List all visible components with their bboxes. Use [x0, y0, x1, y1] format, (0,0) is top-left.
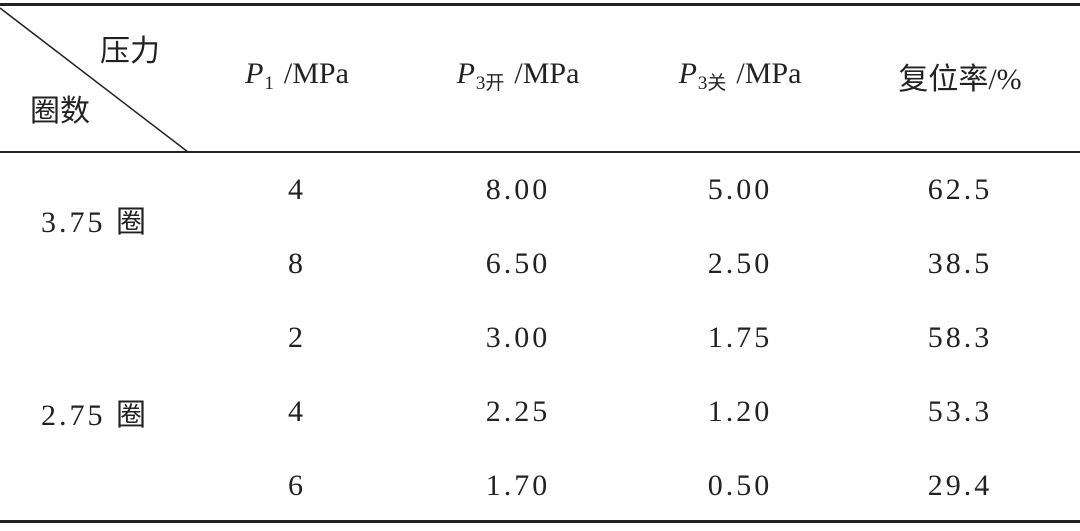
header-symbol: P: [456, 57, 475, 90]
header-rule: [0, 151, 1080, 153]
corner-top: 压力: [100, 35, 160, 68]
table-cell: 1.75: [707, 321, 773, 354]
column-header: P3开/MPa: [457, 57, 580, 95]
table-cell: 53.3: [927, 395, 993, 428]
top-rule: [0, 3, 1080, 6]
table-cell: 58.3: [927, 321, 993, 354]
table-cell: 6: [288, 469, 306, 502]
column-header: P3关/MPa: [679, 57, 802, 95]
header-subscript: 3关: [697, 73, 727, 94]
table-cell: 2.50: [707, 247, 773, 280]
header-unit: /MPa: [283, 57, 349, 90]
header-symbol: P: [245, 57, 264, 90]
table-cell: 3.00: [485, 321, 551, 354]
table-cell: 38.5: [927, 247, 993, 280]
table-cell: 0.50: [707, 469, 773, 502]
header-subscript: 3开: [475, 73, 505, 94]
table-cell: 1.20: [707, 395, 773, 428]
header-label: 复位率/%: [898, 63, 1022, 96]
header-unit: /MPa: [736, 57, 802, 90]
group-label: 2.75 圈: [41, 399, 149, 432]
table-cell: 5.00: [707, 173, 773, 206]
table-cell: 2.25: [485, 395, 551, 428]
header-unit: /MPa: [514, 57, 580, 90]
column-header: P1/MPa: [245, 57, 349, 95]
table-cell: 62.5: [927, 173, 993, 206]
table-cell: 6.50: [485, 247, 551, 280]
corner-bottom: 圈数: [30, 95, 90, 128]
column-header: 复位率/%: [898, 54, 1021, 98]
table-cell: 4: [288, 173, 306, 206]
header-symbol: P: [678, 57, 697, 90]
group-label: 3.75 圈: [41, 206, 149, 239]
table-cell: 29.4: [927, 469, 993, 502]
header-subscript: 1: [264, 73, 274, 94]
table-cell: 4: [288, 395, 306, 428]
table-cell: 2: [288, 321, 306, 354]
table-cell: 8.00: [485, 173, 551, 206]
table-cell: 1.70: [485, 469, 551, 502]
corner-diagonal: [0, 7, 189, 153]
table-cell: 8: [288, 247, 306, 280]
bottom-rule: [0, 520, 1080, 523]
